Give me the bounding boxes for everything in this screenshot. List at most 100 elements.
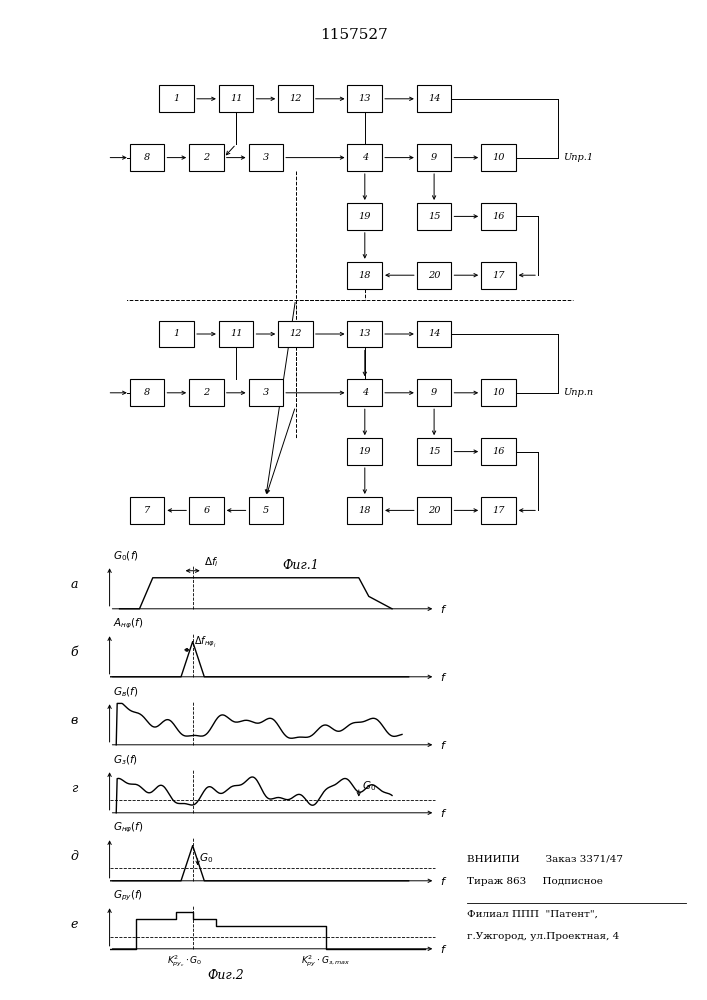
Text: 13: 13 xyxy=(358,330,371,338)
Text: ВНИИПИ        Заказ 3371/47: ВНИИПИ Заказ 3371/47 xyxy=(467,855,623,864)
Text: Тираж 863     Подписное: Тираж 863 Подписное xyxy=(467,877,602,886)
Text: 19: 19 xyxy=(358,447,371,456)
Text: 14: 14 xyxy=(428,94,440,103)
Text: Uпр.n: Uпр.n xyxy=(563,388,593,397)
FancyBboxPatch shape xyxy=(481,379,515,406)
Text: $f$: $f$ xyxy=(440,875,448,887)
Text: е: е xyxy=(71,918,78,932)
Text: 10: 10 xyxy=(492,388,505,397)
Text: 8: 8 xyxy=(144,153,150,162)
Text: 1: 1 xyxy=(174,330,180,338)
Text: 1157527: 1157527 xyxy=(320,28,387,42)
Text: $K^2_{ру}\cdot G_{з,max}$: $K^2_{ру}\cdot G_{з,max}$ xyxy=(300,954,351,969)
FancyBboxPatch shape xyxy=(279,85,312,112)
Text: 3: 3 xyxy=(263,388,269,397)
Text: 15: 15 xyxy=(428,447,440,456)
Text: $G_{ру}(f)$: $G_{ру}(f)$ xyxy=(113,889,143,903)
Text: Фиг.1: Фиг.1 xyxy=(282,559,319,572)
Text: $G_в(f)$: $G_в(f)$ xyxy=(113,686,139,699)
Text: $f$: $f$ xyxy=(440,603,448,615)
FancyBboxPatch shape xyxy=(189,497,223,524)
Text: 8: 8 xyxy=(144,388,150,397)
FancyBboxPatch shape xyxy=(481,144,515,171)
FancyBboxPatch shape xyxy=(279,321,312,347)
Text: 10: 10 xyxy=(492,153,505,162)
Text: 18: 18 xyxy=(358,506,371,515)
Text: Фиг.2: Фиг.2 xyxy=(208,969,244,982)
FancyBboxPatch shape xyxy=(249,144,283,171)
FancyBboxPatch shape xyxy=(159,85,194,112)
Text: $G_0(f)$: $G_0(f)$ xyxy=(113,550,139,563)
FancyBboxPatch shape xyxy=(219,85,253,112)
Text: в: в xyxy=(71,714,78,728)
Text: 1: 1 xyxy=(174,94,180,103)
Text: 20: 20 xyxy=(428,506,440,515)
FancyBboxPatch shape xyxy=(417,262,451,289)
Text: $A_{н\varphi}(f)$: $A_{н\varphi}(f)$ xyxy=(113,617,144,631)
FancyBboxPatch shape xyxy=(417,321,451,347)
Text: Филиал ППП  "Патент",: Филиал ППП "Патент", xyxy=(467,910,597,919)
Text: 12: 12 xyxy=(289,330,302,338)
FancyBboxPatch shape xyxy=(417,497,451,524)
Text: $\Delta f_{н\varphi_i}$: $\Delta f_{н\varphi_i}$ xyxy=(194,634,216,649)
FancyBboxPatch shape xyxy=(189,144,223,171)
FancyBboxPatch shape xyxy=(130,379,164,406)
Text: 2: 2 xyxy=(204,388,209,397)
FancyBboxPatch shape xyxy=(189,379,223,406)
Text: 18: 18 xyxy=(358,271,371,280)
FancyBboxPatch shape xyxy=(417,438,451,465)
Text: 7: 7 xyxy=(144,506,150,515)
Text: $G_0$: $G_0$ xyxy=(199,851,214,865)
FancyBboxPatch shape xyxy=(130,497,164,524)
FancyBboxPatch shape xyxy=(481,497,515,524)
Text: $f$: $f$ xyxy=(440,739,448,751)
Text: 4: 4 xyxy=(362,153,368,162)
Text: 17: 17 xyxy=(492,271,505,280)
FancyBboxPatch shape xyxy=(417,203,451,230)
FancyBboxPatch shape xyxy=(348,203,382,230)
Text: 6: 6 xyxy=(204,506,209,515)
Text: б: б xyxy=(71,647,78,660)
Text: 4: 4 xyxy=(362,388,368,397)
Text: $G_з(f)$: $G_з(f)$ xyxy=(113,754,138,767)
Text: а: а xyxy=(71,578,78,591)
Text: г.Ужгород, ул.Проектная, 4: г.Ужгород, ул.Проектная, 4 xyxy=(467,932,619,941)
Text: 9: 9 xyxy=(431,153,437,162)
Text: 3: 3 xyxy=(263,153,269,162)
Text: $f$: $f$ xyxy=(440,671,448,683)
Text: г: г xyxy=(71,782,78,796)
FancyBboxPatch shape xyxy=(348,144,382,171)
FancyBboxPatch shape xyxy=(159,321,194,347)
Text: 20: 20 xyxy=(428,271,440,280)
FancyBboxPatch shape xyxy=(417,379,451,406)
FancyBboxPatch shape xyxy=(348,262,382,289)
FancyBboxPatch shape xyxy=(348,321,382,347)
Text: 17: 17 xyxy=(492,506,505,515)
FancyBboxPatch shape xyxy=(348,438,382,465)
Text: 15: 15 xyxy=(428,212,440,221)
FancyBboxPatch shape xyxy=(130,144,164,171)
Text: 19: 19 xyxy=(358,212,371,221)
FancyBboxPatch shape xyxy=(249,379,283,406)
Text: $f$: $f$ xyxy=(440,807,448,819)
Text: 9: 9 xyxy=(431,388,437,397)
FancyBboxPatch shape xyxy=(348,85,382,112)
FancyBboxPatch shape xyxy=(348,497,382,524)
Text: 11: 11 xyxy=(230,94,243,103)
Text: 13: 13 xyxy=(358,94,371,103)
FancyBboxPatch shape xyxy=(417,85,451,112)
Text: $\Delta f_i$: $\Delta f_i$ xyxy=(204,556,219,569)
Text: $f$: $f$ xyxy=(440,943,448,955)
Text: 16: 16 xyxy=(492,212,505,221)
Text: 12: 12 xyxy=(289,94,302,103)
Text: $G_{н\varphi}(f)$: $G_{н\varphi}(f)$ xyxy=(113,821,144,835)
Text: Uпр.1: Uпр.1 xyxy=(563,153,593,162)
Text: 2: 2 xyxy=(204,153,209,162)
FancyBboxPatch shape xyxy=(481,262,515,289)
Text: 11: 11 xyxy=(230,330,243,338)
Text: д: д xyxy=(70,850,78,863)
FancyBboxPatch shape xyxy=(481,203,515,230)
Text: $G_0$: $G_0$ xyxy=(362,779,376,793)
FancyBboxPatch shape xyxy=(481,438,515,465)
Text: $K^2_{ру_с}\cdot G_0$: $K^2_{ру_с}\cdot G_0$ xyxy=(167,954,202,969)
